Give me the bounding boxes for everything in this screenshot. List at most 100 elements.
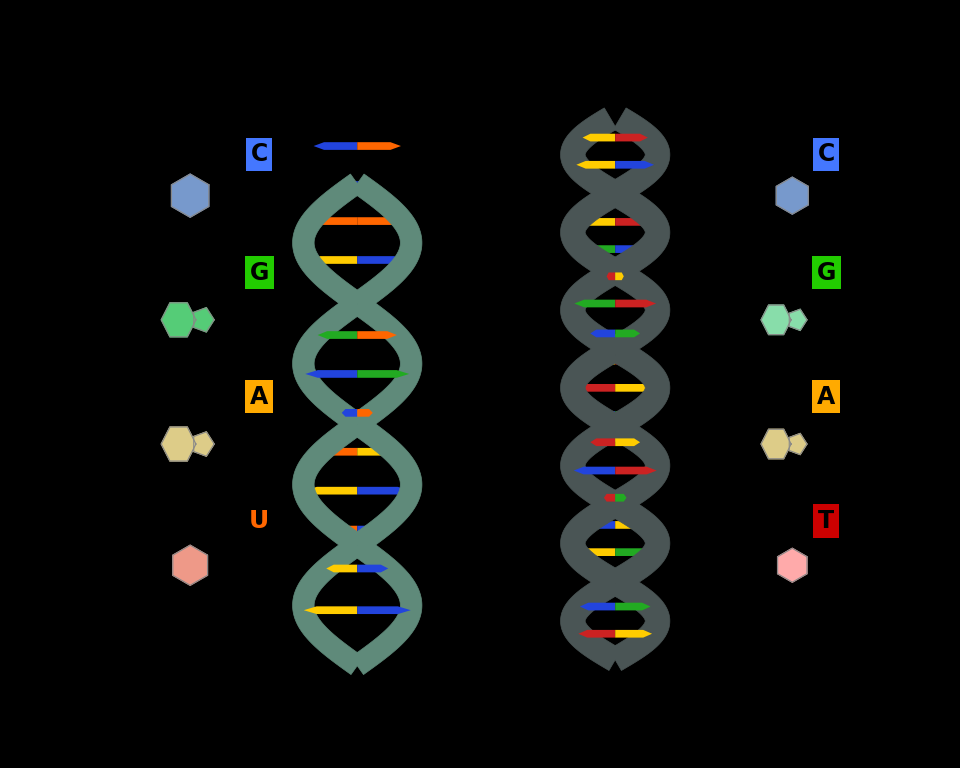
Polygon shape	[615, 218, 654, 226]
Polygon shape	[161, 427, 196, 461]
Polygon shape	[615, 575, 620, 583]
Polygon shape	[357, 526, 378, 534]
Polygon shape	[615, 329, 640, 337]
Polygon shape	[608, 417, 670, 516]
Polygon shape	[314, 142, 357, 150]
Polygon shape	[615, 191, 617, 199]
Text: U: U	[249, 509, 269, 533]
Polygon shape	[342, 409, 357, 417]
Polygon shape	[761, 305, 791, 335]
Polygon shape	[561, 572, 621, 670]
Polygon shape	[194, 432, 214, 456]
Polygon shape	[604, 494, 615, 502]
Polygon shape	[574, 300, 615, 307]
Polygon shape	[615, 630, 652, 637]
Polygon shape	[609, 495, 670, 593]
Polygon shape	[350, 295, 422, 433]
Polygon shape	[303, 607, 357, 614]
Polygon shape	[615, 494, 627, 502]
Polygon shape	[357, 607, 411, 614]
Polygon shape	[357, 181, 361, 189]
Polygon shape	[318, 331, 357, 339]
Polygon shape	[615, 411, 635, 419]
Text: G: G	[250, 260, 269, 284]
Polygon shape	[615, 300, 656, 307]
Polygon shape	[615, 245, 648, 253]
Polygon shape	[350, 174, 422, 313]
Polygon shape	[194, 308, 214, 332]
Polygon shape	[605, 108, 670, 207]
Polygon shape	[789, 310, 807, 330]
Polygon shape	[357, 564, 388, 572]
Polygon shape	[308, 257, 357, 264]
Polygon shape	[293, 415, 364, 554]
Polygon shape	[576, 548, 615, 556]
Polygon shape	[590, 439, 615, 446]
Polygon shape	[322, 448, 357, 455]
Polygon shape	[172, 174, 209, 217]
Polygon shape	[583, 134, 615, 141]
Polygon shape	[580, 603, 615, 611]
Polygon shape	[336, 526, 357, 534]
Polygon shape	[576, 161, 615, 169]
Text: A: A	[250, 385, 268, 409]
Polygon shape	[777, 177, 808, 214]
Polygon shape	[573, 384, 615, 392]
Polygon shape	[561, 417, 623, 516]
Text: T: T	[818, 509, 834, 533]
Polygon shape	[789, 433, 807, 455]
Polygon shape	[607, 340, 670, 439]
Polygon shape	[561, 108, 625, 207]
Polygon shape	[351, 295, 357, 303]
Polygon shape	[596, 411, 615, 419]
Polygon shape	[305, 370, 357, 378]
Polygon shape	[357, 331, 396, 339]
Polygon shape	[606, 185, 670, 284]
Polygon shape	[615, 357, 635, 365]
Polygon shape	[778, 548, 807, 582]
Polygon shape	[615, 603, 651, 611]
Polygon shape	[357, 295, 363, 303]
Polygon shape	[561, 495, 622, 593]
Polygon shape	[611, 575, 615, 583]
Polygon shape	[357, 487, 411, 495]
Polygon shape	[357, 448, 393, 455]
Polygon shape	[574, 467, 615, 475]
Polygon shape	[357, 370, 409, 378]
Polygon shape	[615, 134, 648, 141]
Text: C: C	[818, 142, 835, 166]
Polygon shape	[173, 545, 207, 585]
Polygon shape	[615, 273, 624, 280]
Polygon shape	[353, 181, 357, 189]
Polygon shape	[615, 521, 646, 529]
Polygon shape	[615, 384, 658, 392]
Text: A: A	[817, 385, 835, 409]
Polygon shape	[578, 630, 615, 637]
Polygon shape	[326, 564, 357, 572]
Polygon shape	[357, 142, 401, 150]
Polygon shape	[312, 217, 357, 225]
Polygon shape	[561, 340, 623, 439]
Polygon shape	[357, 217, 403, 225]
Polygon shape	[561, 263, 624, 361]
Polygon shape	[582, 245, 615, 253]
Polygon shape	[615, 439, 640, 446]
Polygon shape	[590, 329, 615, 337]
Polygon shape	[613, 191, 615, 199]
Polygon shape	[615, 161, 654, 169]
Polygon shape	[293, 295, 364, 433]
Polygon shape	[304, 487, 357, 495]
Polygon shape	[609, 572, 670, 670]
Polygon shape	[293, 174, 364, 313]
Polygon shape	[561, 185, 625, 284]
Polygon shape	[596, 357, 615, 365]
Text: C: C	[251, 142, 268, 166]
Polygon shape	[615, 548, 655, 556]
Polygon shape	[350, 415, 422, 554]
Polygon shape	[761, 429, 791, 458]
Polygon shape	[577, 218, 615, 226]
Polygon shape	[161, 303, 196, 337]
Polygon shape	[615, 467, 657, 475]
Polygon shape	[351, 536, 422, 674]
Polygon shape	[293, 536, 364, 674]
